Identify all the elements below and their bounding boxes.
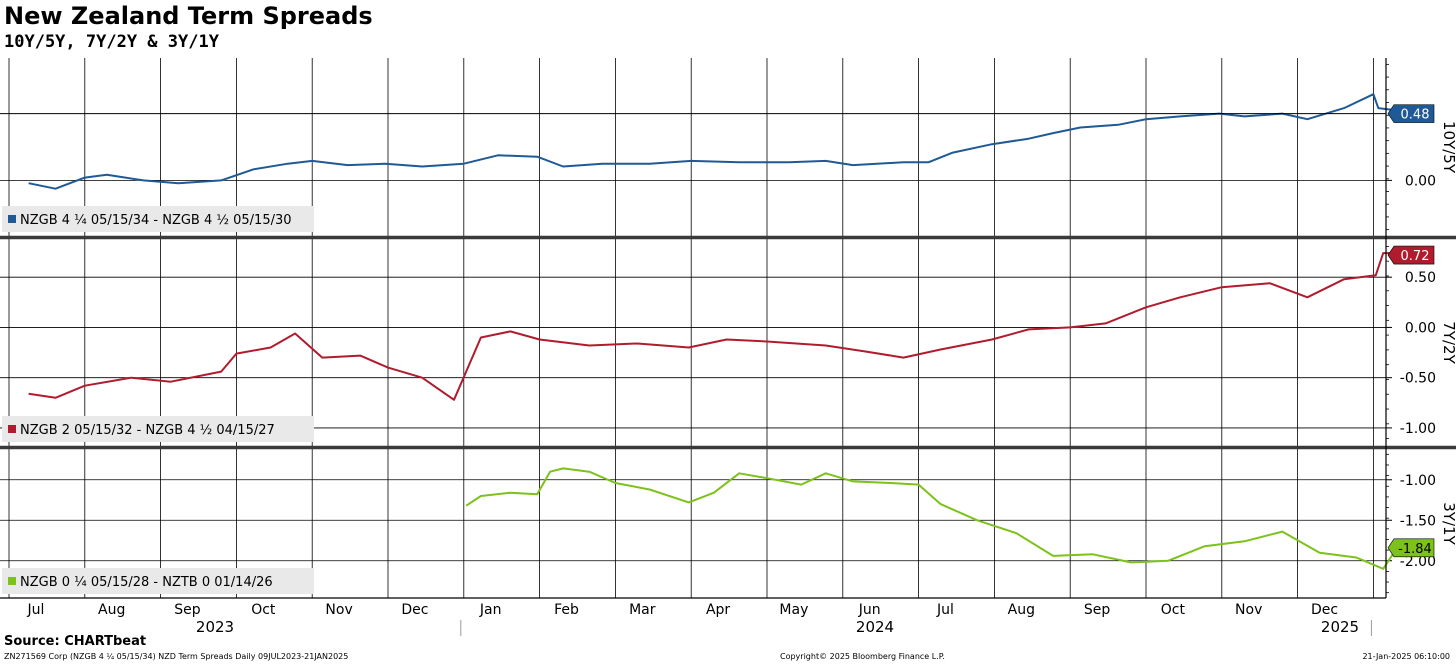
x-tick-label: Mar (629, 602, 656, 618)
x-tick-label: Oct (251, 602, 276, 618)
x-tick-label: Dec (401, 602, 428, 618)
x-tick-label: Aug (98, 602, 125, 618)
x-tick-label: Oct (1161, 602, 1186, 618)
footer-timestamp: 21-Jan-2025 06:10:00 (1362, 652, 1450, 661)
current-value-label: 0.72 (1401, 249, 1430, 264)
footer-left: ZN271569 Corp (NZGB 4 ¼ 05/15/34) NZD Te… (4, 652, 349, 661)
y-tick-label: -0.50 (1400, 371, 1436, 387)
legend-swatch (8, 577, 16, 585)
current-value-label: 0.48 (1401, 108, 1430, 123)
current-value-tag (1387, 104, 1435, 123)
x-tick-label: Sep (174, 602, 201, 618)
y-tick-label: -1.50 (1400, 513, 1436, 529)
legend-box (2, 206, 314, 232)
source-note: Source: CHARTbeat (4, 634, 147, 649)
x-tick-label: Jan (479, 602, 502, 618)
current-value-tag (1387, 538, 1435, 558)
chart-subtitle: 10Y/5Y, 7Y/2Y & 3Y/1Y (4, 32, 219, 52)
y-tick-label: -1.00 (1400, 473, 1436, 489)
x-tick-label: Jun (858, 602, 881, 618)
legend-label: NZGB 0 ¼ 05/15/28 - NZTB 0 01/14/26 (20, 575, 273, 590)
x-tick-label: Feb (554, 602, 579, 618)
x-year-label: 2025 (1321, 618, 1359, 636)
panel-2: 0.50 0.00 -0.50 -1.00 0.72 7Y/2Y NZGB 2 05/15/… (0, 245, 1456, 442)
y-tick-label: 0.00 (1405, 173, 1436, 189)
y-tick-label: 0.50 (1405, 270, 1436, 286)
legend-label: NZGB 4 ¼ 05/15/34 - NZGB 4 ½ 05/15/30 (20, 213, 292, 228)
panel-1: 0.00 0.48 10Y/5Y NZGB 4 ¼ 05/15/34 - NZGB 4… (0, 63, 1456, 232)
panel-axis-label: 3Y/1Y (1440, 502, 1456, 545)
legend-box (2, 416, 314, 442)
chart-title: New Zealand Term Spreads (4, 2, 373, 30)
x-tick-label: Sep (1084, 602, 1111, 618)
x-tick-label: Jul (936, 602, 954, 618)
panel-axis-label: 7Y/2Y (1440, 321, 1456, 364)
x-tick-label: May (779, 602, 808, 618)
legend-swatch (8, 425, 16, 433)
x-year-label: 2023 (196, 618, 234, 636)
series-line-3 (465, 467, 1423, 570)
legend-box (2, 568, 314, 594)
current-value-tag (1387, 245, 1435, 265)
x-tick-label: Apr (706, 602, 730, 618)
y-tick-label: -2.00 (1400, 554, 1436, 570)
footer-copyright: Copyright© 2025 Bloomberg Finance L.P. (780, 652, 945, 661)
x-tick-label: Dec (1311, 602, 1338, 618)
series-line-1 (28, 93, 1423, 190)
legend-label: NZGB 2 05/15/32 - NZGB 4 ½ 04/15/27 (20, 423, 275, 438)
panel-axis-label: 10Y/5Y (1440, 121, 1456, 174)
x-tick-label: Jul (26, 602, 44, 618)
y-tick-label: -1.00 (1400, 421, 1436, 437)
x-tick-label: Nov (325, 602, 352, 618)
x-year-label: 2024 (856, 618, 894, 636)
x-tick-label: Nov (1235, 602, 1262, 618)
current-value-label: -1.84 (1398, 542, 1432, 557)
x-tick-label: Aug (1008, 602, 1035, 618)
legend-swatch (8, 215, 16, 223)
series-line-2 (28, 252, 1423, 401)
y-tick-label: 0.00 (1405, 320, 1436, 336)
panel-3: -1.00 -1.50 -2.00-1.84 3Y/1Y NZGB 0 ¼ 05/15/… (0, 453, 1456, 594)
